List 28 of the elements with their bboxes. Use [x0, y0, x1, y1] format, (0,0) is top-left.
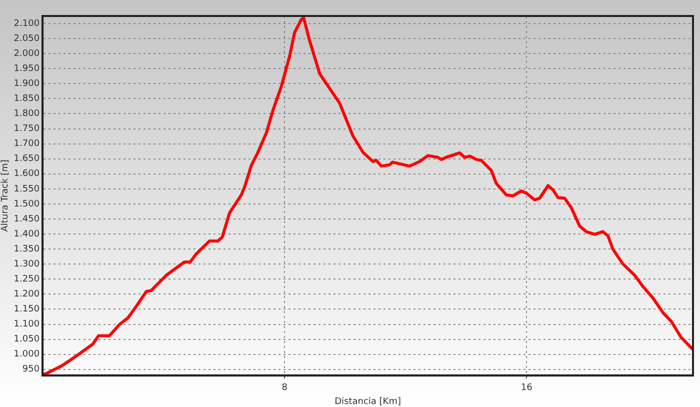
y-tick-label: 1.950 — [14, 64, 40, 74]
y-tick-label: 1.800 — [14, 109, 40, 120]
y-tick-label: 1.850 — [14, 94, 40, 104]
x-axis-title: Distancia [Km] — [334, 396, 401, 407]
y-tick-label: 950 — [22, 364, 40, 375]
y-tick-label: 1.400 — [14, 229, 40, 240]
y-tick-label: 2.050 — [14, 34, 40, 44]
y-tick-label: 1.500 — [14, 199, 40, 210]
x-tick-label: 8 — [282, 383, 288, 394]
y-tick-label: 1.050 — [14, 334, 40, 345]
y-axis-title: Altura Track [m] — [0, 160, 11, 232]
y-tick-label: 1.300 — [14, 259, 40, 270]
y-tick-label: 1.650 — [14, 154, 40, 164]
y-tick-label: 2.100 — [14, 18, 40, 29]
y-tick-label: 1.000 — [14, 350, 40, 360]
y-tick-label: 1.450 — [14, 214, 40, 224]
y-tick-label: 1.250 — [14, 274, 40, 285]
y-tick-label: 1.350 — [14, 244, 40, 254]
y-tick-label: 1.150 — [14, 304, 40, 315]
y-tick-label: 1.100 — [14, 320, 40, 330]
y-tick-label: 2.000 — [14, 48, 40, 59]
y-tick-label: 1.600 — [14, 169, 40, 180]
y-tick-label: 1.200 — [14, 290, 40, 300]
y-tick-label: 1.750 — [14, 124, 40, 134]
y-tick-label: 1.700 — [14, 139, 40, 150]
y-tick-label: 1.550 — [14, 184, 40, 194]
y-tick-label: 1.900 — [14, 79, 40, 90]
x-tick-label: 16 — [520, 383, 533, 394]
